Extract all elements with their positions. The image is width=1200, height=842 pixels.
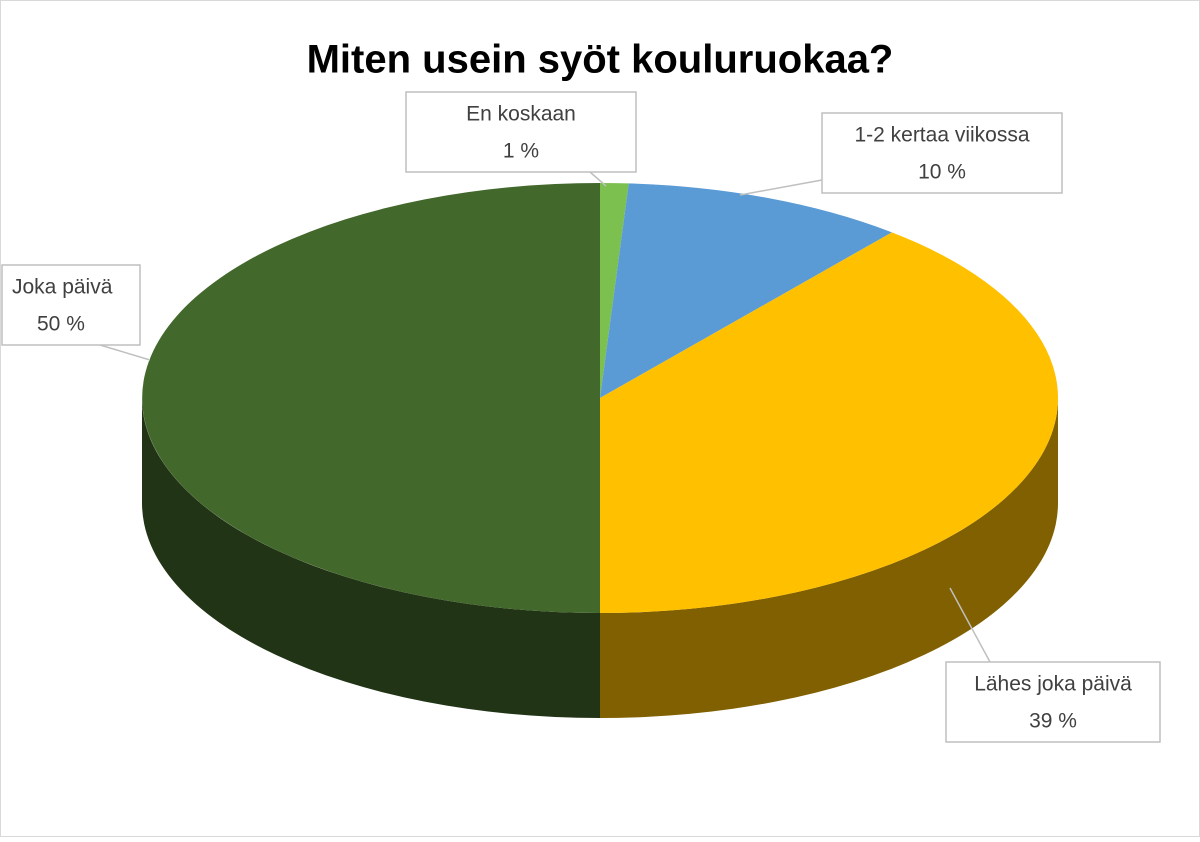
callout-value: 39 %: [1029, 710, 1077, 733]
callout-value: 10 %: [918, 161, 966, 184]
callout-box: [1, 264, 141, 346]
callout-label: Joka päivä: [12, 276, 113, 299]
callout-box: [945, 661, 1161, 743]
callout-label: 1-2 kertaa viikossa: [854, 124, 1029, 147]
leader-line: [949, 587, 991, 663]
callout-value: 1 %: [503, 140, 539, 163]
slice: [600, 232, 1058, 613]
leader-line: [739, 179, 823, 196]
leader-line: [99, 344, 151, 361]
slice: [600, 183, 892, 398]
slice-side: [600, 398, 1058, 718]
slice-side: [142, 398, 600, 718]
callout-box: [821, 112, 1063, 194]
chart-title: Miten usein syöt kouluruokaa?: [307, 38, 894, 82]
slice: [142, 183, 600, 613]
slice: [600, 183, 629, 398]
callout-value: 50 %: [37, 313, 85, 336]
callout-label: En koskaan: [466, 103, 576, 126]
callout-label: Lähes joka päivä: [974, 673, 1132, 696]
leader-line: [589, 171, 607, 187]
callout-box: [405, 91, 637, 173]
